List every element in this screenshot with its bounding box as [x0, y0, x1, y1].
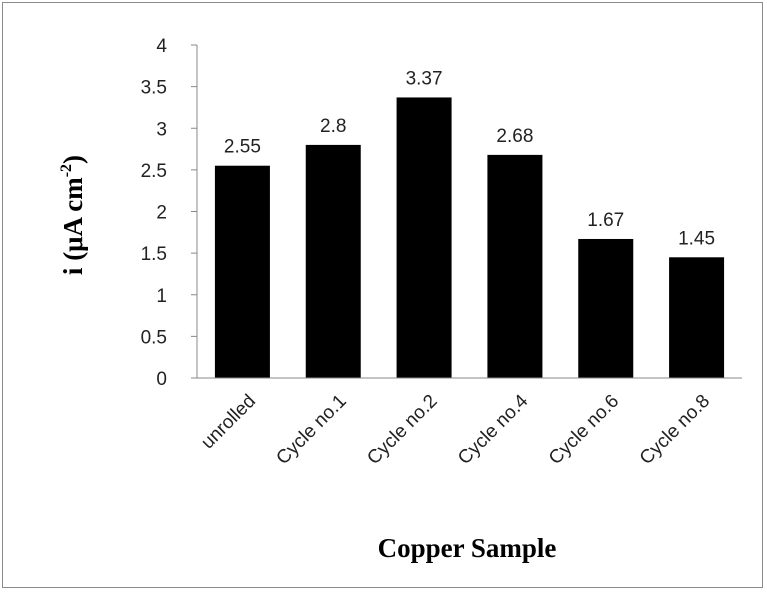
bar — [396, 97, 452, 378]
data-label: 2.68 — [496, 126, 533, 147]
x-axis-title: Copper Sample — [378, 533, 557, 563]
bar — [578, 238, 634, 378]
bar — [214, 165, 270, 378]
x-axis-tick-labels: unrolled Cycle no.1 Cycle no.2 Cycle no.4 Cy… — [197, 390, 714, 469]
y-tick-label: 1 — [156, 286, 167, 307]
bars — [214, 97, 725, 378]
y-axis-title: i (μA cm-2) — [58, 155, 88, 275]
y-tick-label: 2.5 — [141, 161, 167, 182]
x-tick-label: unrolled — [197, 391, 260, 454]
y-axis-title-main: i (μA cm — [58, 177, 88, 275]
x-tick-label: Cycle no.4 — [454, 390, 533, 469]
data-label: 2.8 — [320, 116, 346, 137]
bar — [669, 257, 725, 378]
bar — [305, 144, 361, 378]
x-tick-label: Cycle no.2 — [363, 391, 441, 469]
data-label: 2.55 — [224, 137, 261, 158]
y-tick-label: 0 — [156, 369, 167, 390]
y-axis-ticks: 0 0.5 1 1.5 2 2.5 3 3.5 4 — [141, 36, 197, 390]
y-tick-label: 3 — [156, 119, 167, 140]
data-label: 3.37 — [406, 68, 443, 89]
y-tick-label: 0.5 — [141, 327, 167, 348]
y-axis-title-superscript: -2 — [58, 164, 75, 177]
y-tick-label: 4 — [156, 36, 167, 57]
x-tick-label: Cycle no.8 — [636, 391, 714, 469]
bar — [487, 154, 543, 378]
data-labels: 2.55 2.8 3.37 2.68 1.67 1.45 — [224, 68, 715, 249]
data-label: 1.45 — [678, 228, 715, 249]
x-tick-label: Cycle no.1 — [272, 391, 350, 469]
y-tick-label: 3.5 — [141, 78, 167, 99]
y-axis-title-close: ) — [58, 155, 88, 164]
data-label: 1.67 — [587, 210, 624, 231]
x-tick-label: Cycle no.6 — [545, 391, 623, 469]
y-tick-label: 1.5 — [141, 244, 167, 265]
y-tick-label: 2 — [156, 203, 167, 224]
